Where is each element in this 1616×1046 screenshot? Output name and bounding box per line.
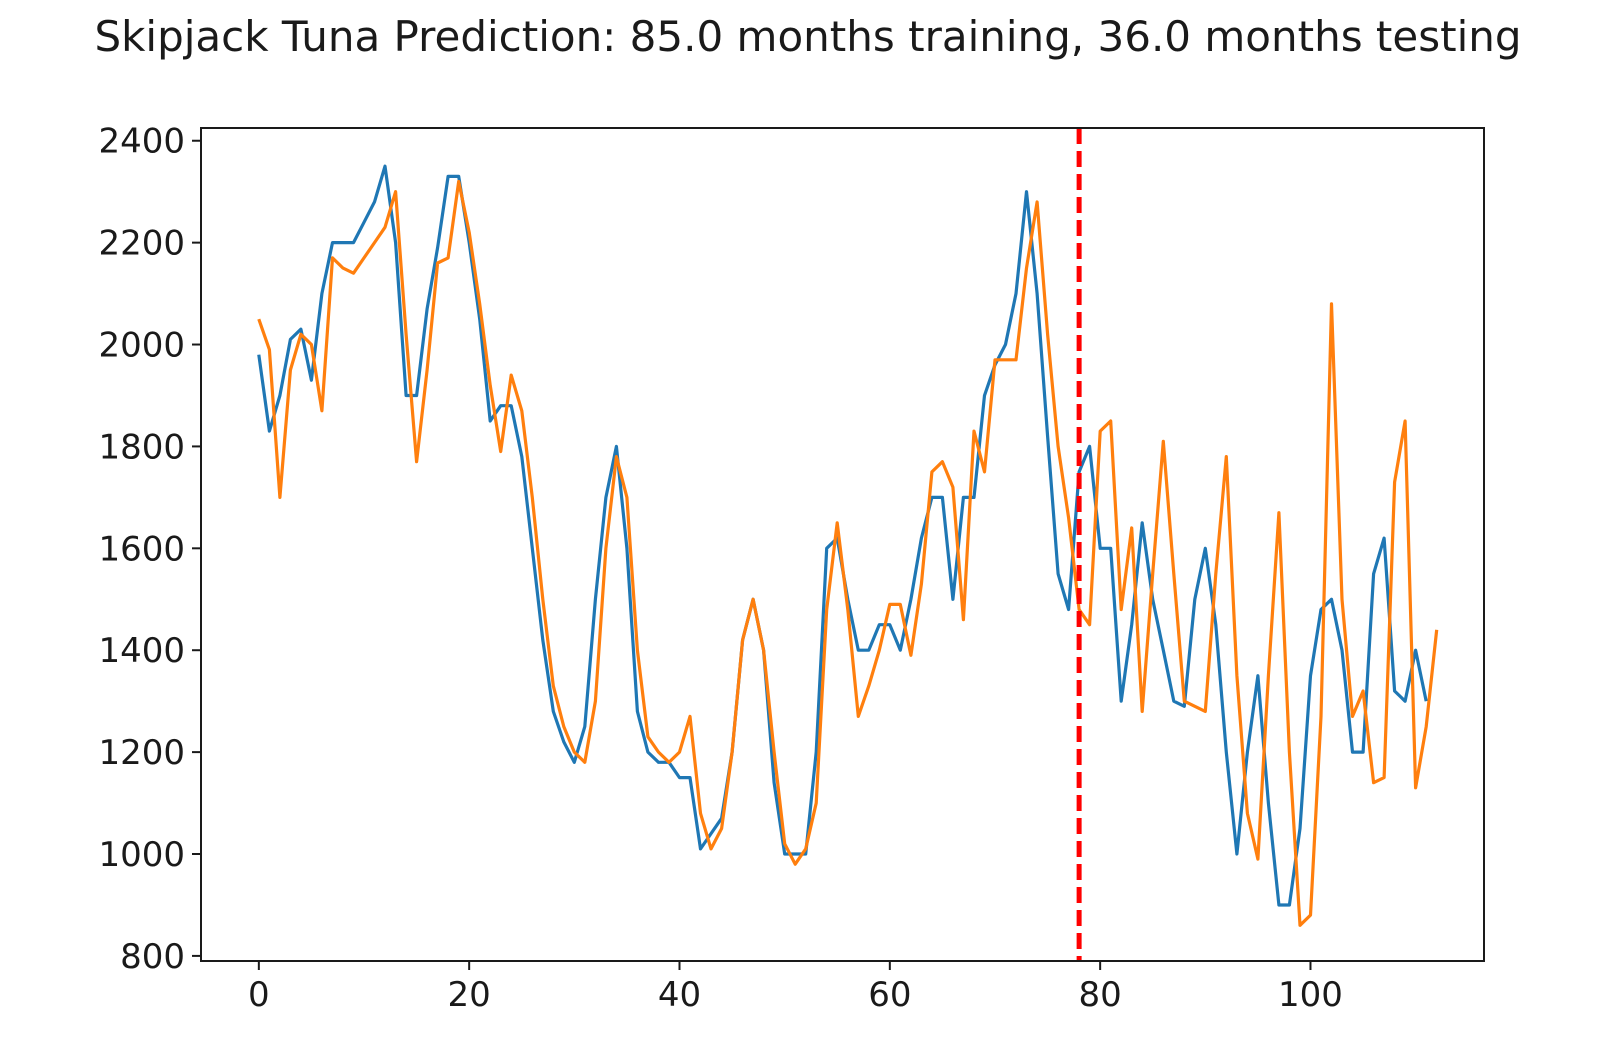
plot-frame <box>200 127 1485 962</box>
y-tick-label: 1600 <box>98 529 185 569</box>
y-tick-label: 2000 <box>98 326 185 366</box>
chart-title: Skipjack Tuna Prediction: 85.0 months tr… <box>94 12 1522 61</box>
y-tick-label: 800 <box>120 937 185 977</box>
x-tick-label: 20 <box>448 975 491 1015</box>
y-tick-label: 1000 <box>98 835 185 875</box>
series-line-1 <box>257 164 1428 907</box>
x-tick-label: 60 <box>868 975 911 1015</box>
x-tick-label: 40 <box>658 975 701 1015</box>
y-tick-label: 2400 <box>98 122 185 162</box>
y-tick-label: 1200 <box>98 733 185 773</box>
x-tick-label: 0 <box>248 975 270 1015</box>
x-axis: 0 20 40 60 80 100 <box>248 961 1343 1015</box>
series-line-2 <box>257 179 1439 927</box>
y-tick-label: 1400 <box>98 631 185 671</box>
series-layer <box>257 164 1439 927</box>
y-tick-label: 1800 <box>98 427 185 467</box>
x-tick-label: 100 <box>1278 975 1343 1015</box>
y-tick-label: 2200 <box>98 224 185 264</box>
x-tick-label: 80 <box>1079 975 1122 1015</box>
y-axis: 800 1000 1200 1400 1600 1800 2000 2200 2400 <box>98 122 201 977</box>
